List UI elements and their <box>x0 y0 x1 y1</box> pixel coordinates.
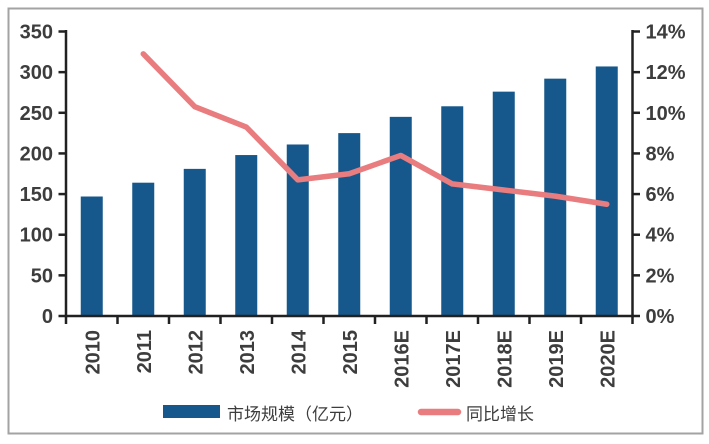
growth-line <box>140 51 610 207</box>
right-axis-tick-label: 14% <box>646 22 686 44</box>
left-axis-tick-label: 150 <box>20 184 53 206</box>
legend-line-label: 同比增长 <box>466 405 534 424</box>
bar-2014 <box>286 144 309 316</box>
x-axis-label: 2018E <box>494 330 516 388</box>
left-axis-tick-label: 250 <box>20 103 53 125</box>
x-axis-label: 2019E <box>546 330 568 388</box>
x-axis-label: 2015 <box>340 330 362 375</box>
right-axis-tick-label: 0% <box>646 306 675 328</box>
bar-2010 <box>80 196 103 316</box>
right-axis-tick-label: 6% <box>646 184 675 206</box>
bar-2017E <box>441 106 464 316</box>
legend-bar-swatch <box>163 405 220 418</box>
x-axis-label: 2012 <box>185 330 207 375</box>
left-axis-tick-label: 0 <box>42 306 53 328</box>
x-axis-label: 2010 <box>82 330 104 375</box>
left-axis-tick-label: 100 <box>20 225 53 247</box>
left-axis-tick-label: 200 <box>20 143 53 165</box>
left-axis-tick-label: 350 <box>20 22 53 44</box>
bar-2011 <box>132 182 155 316</box>
bar-2018E <box>492 91 515 316</box>
x-axis-label: 2016E <box>391 330 413 388</box>
left-axis-tick-label: 300 <box>20 62 53 84</box>
chart-frame <box>7 7 704 435</box>
left-axis-tick-label: 50 <box>31 265 53 287</box>
x-axis-label: 2020E <box>597 330 619 388</box>
legend-bar-label: 市场规模（亿元） <box>227 405 363 424</box>
bar-2016E <box>389 116 412 316</box>
bar-2012 <box>183 168 206 316</box>
bar-2020E <box>595 66 618 317</box>
x-axis-label: 2014 <box>288 329 310 374</box>
x-axis-label: 2013 <box>237 330 259 375</box>
bar-2015 <box>338 133 361 316</box>
x-axis-label: 2011 <box>134 330 156 373</box>
bar-2013 <box>235 155 258 316</box>
right-axis-tick-label: 4% <box>646 225 675 247</box>
right-axis-tick-label: 12% <box>646 62 686 84</box>
right-axis-tick-label: 10% <box>646 103 686 125</box>
right-axis-tick-label: 2% <box>646 265 675 287</box>
x-axis-label: 2017E <box>443 330 465 388</box>
right-axis-tick-label: 8% <box>646 143 675 165</box>
